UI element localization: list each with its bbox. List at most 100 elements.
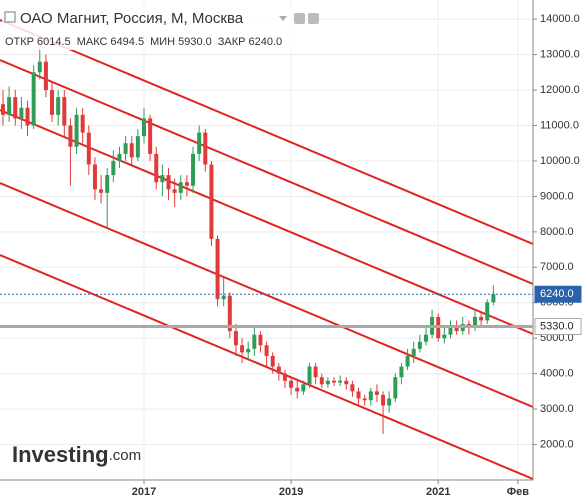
y-tick-label: 9000.0 [540, 190, 574, 202]
chart-title: ОАО Магнит, Россия, М, Москва [20, 10, 244, 27]
candle-body [184, 182, 189, 186]
candle-body [491, 294, 496, 303]
candle-body [129, 143, 134, 158]
candle-body [203, 132, 208, 165]
candle-body [411, 348, 416, 356]
candle-body [13, 97, 18, 119]
candle-body [473, 316, 478, 328]
candle-body [105, 175, 110, 193]
candle-body [387, 398, 392, 406]
candle-body [43, 61, 48, 91]
y-tick-label: 3000.0 [540, 403, 574, 415]
candle-body [399, 366, 404, 378]
y-tick-label: 14000.0 [540, 13, 580, 25]
candle-body [135, 136, 140, 158]
candle-body [295, 387, 300, 392]
candle-body [264, 345, 269, 356]
candle-body [485, 302, 490, 321]
price-label: 6240.0 [540, 288, 574, 300]
y-tick-label: 8000.0 [540, 226, 574, 238]
candle-body [86, 132, 91, 165]
y-tick-label: 12000.0 [540, 84, 580, 96]
candle-body [423, 334, 428, 342]
candle-body [148, 118, 153, 154]
ohlc-label: МАКС [77, 36, 108, 48]
candle-body [374, 391, 379, 395]
candle-body [25, 107, 30, 126]
price-label-box [534, 285, 582, 303]
candle-body [325, 380, 330, 385]
candle-body [417, 341, 422, 349]
channel-line [0, 19, 534, 245]
dropdown-icon[interactable] [279, 16, 287, 21]
candle-body [405, 355, 410, 367]
y-tick-label: 4000.0 [540, 368, 574, 380]
candle-body [191, 153, 196, 186]
candle-body [7, 97, 12, 115]
ohlc-label: ОТКР [5, 36, 34, 48]
candle-body [479, 316, 484, 321]
x-tick-label: 2017 [132, 486, 156, 498]
candle-body [307, 366, 312, 385]
ohlc-label: ЗАКР [218, 36, 246, 48]
candle-body [270, 355, 275, 367]
candle-body [19, 107, 24, 119]
settings-icon[interactable] [308, 13, 319, 24]
candle-body [350, 384, 355, 392]
candle-body [209, 164, 214, 239]
candle-body [246, 348, 251, 353]
candle-body [252, 334, 257, 349]
price-label: 5330.0 [540, 320, 574, 332]
candle-body [276, 366, 281, 374]
candle-body [37, 61, 42, 73]
x-tick-label: Фев [507, 486, 530, 498]
eye-icon[interactable] [294, 13, 305, 24]
candle-body [381, 394, 386, 406]
candle-body [344, 380, 349, 385]
candle-body [356, 391, 361, 399]
candle-body [442, 334, 447, 339]
channel-line [0, 254, 534, 480]
candle-body [111, 160, 116, 176]
channel-lines [0, 19, 534, 480]
candle-body [227, 295, 232, 332]
y-tick-label: 5000.0 [540, 332, 574, 344]
candle-body [240, 345, 245, 353]
candle-body [172, 189, 177, 193]
logo: Investing.com [12, 442, 141, 467]
candle-body [448, 327, 453, 335]
candle-body [338, 380, 343, 383]
candle-body [289, 380, 294, 388]
candle-body [178, 182, 183, 193]
candle-body [282, 373, 287, 381]
candle-body [197, 132, 202, 154]
candle-body [74, 114, 79, 147]
candle-body [92, 164, 97, 190]
candle-body [313, 366, 318, 378]
collapse-icon[interactable] [4, 11, 16, 23]
y-tick-label: 2000.0 [540, 438, 574, 450]
channel-line [0, 182, 534, 408]
candle-body [258, 334, 263, 346]
ohlc-value: 6494.5 [110, 36, 144, 48]
candle-body [99, 189, 104, 193]
candle-body [393, 377, 398, 399]
y-tick-label: 7000.0 [540, 261, 574, 273]
ohlc-value: 6240.0 [248, 36, 282, 48]
ohlc-value: 6014.5 [37, 36, 71, 48]
candle-body [332, 380, 337, 383]
candle-body [31, 72, 36, 126]
candle-body [123, 143, 128, 154]
candle-body [233, 331, 238, 346]
candle-body [1, 104, 5, 115]
x-tick-label: 2021 [426, 486, 450, 498]
candle-body [221, 295, 226, 300]
candle-body [319, 377, 324, 385]
y-tick-label: 10000.0 [540, 155, 580, 167]
candle-body [68, 125, 73, 147]
ohlc-value: 5930.0 [178, 36, 212, 48]
candle-body [160, 175, 165, 183]
candle-body [50, 90, 55, 115]
candle-body [362, 398, 367, 401]
